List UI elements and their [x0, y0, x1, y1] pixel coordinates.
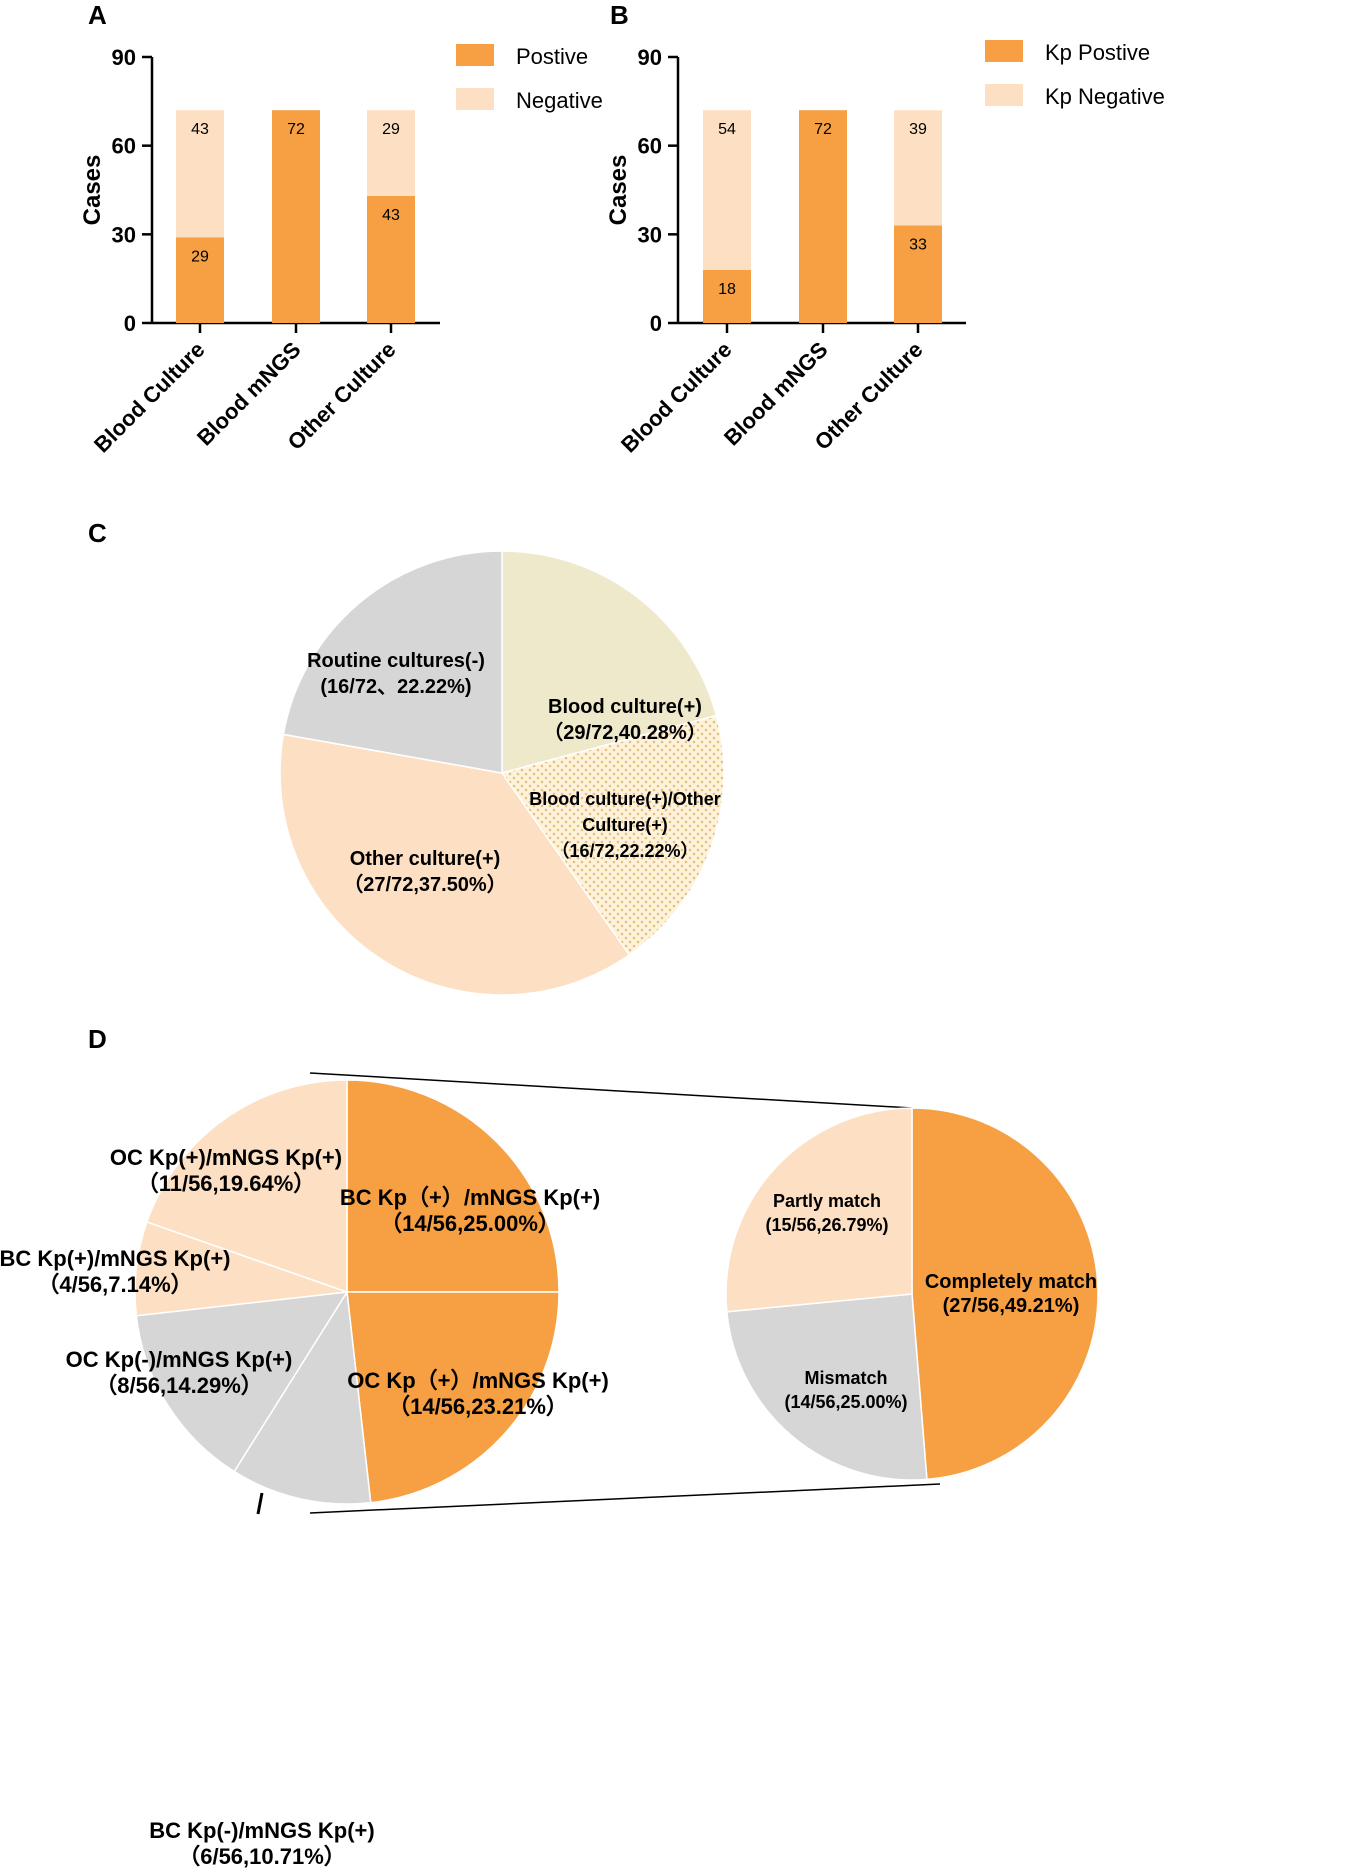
- y-tick-label: 90: [112, 45, 136, 70]
- pie-label-other-culture-detail-1: （27/72,37.50%）: [343, 873, 506, 896]
- y-axis-title: Cases: [605, 155, 632, 226]
- bar-positive-other-culture: [894, 225, 942, 323]
- y-tick-label: 0: [124, 311, 136, 336]
- panel-label-b: B: [610, 0, 629, 30]
- legend-swatch: [456, 44, 494, 66]
- panel-label-a: A: [88, 0, 107, 30]
- pie-label-bc-kp-mngs-kp-detail-1: （14/56,25.00%）: [380, 1211, 560, 1236]
- pie-slice-oc-kp-mngs-kp: [346, 1291, 560, 1504]
- pie-slice-routine-cultures: [282, 550, 503, 774]
- bar-positive-blood-mngs: [272, 110, 320, 323]
- bar-value-label: 43: [382, 207, 400, 224]
- x-category-label: Blood Culture: [89, 337, 210, 458]
- bar-negative-blood-culture: [176, 110, 224, 238]
- panel-c-pie-chart: C Blood culture(+) （29/72,40.28%） Blood cul…: [88, 518, 725, 996]
- y-tick-label: 90: [638, 45, 662, 70]
- x-category-label: Blood Culture: [616, 337, 737, 458]
- pie-label-oc-kp-mngs-kp-title: OC Kp（+）/mNGS Kp(+): [347, 1368, 609, 1393]
- legend-swatch: [985, 40, 1023, 62]
- y-tick-label: 60: [112, 134, 136, 159]
- panel-label-c: C: [88, 518, 107, 548]
- pie-label-oc-kp-mngs-kp-title: OC Kp(-)/mNGS Kp(+): [66, 1347, 293, 1372]
- y-tick-label: 0: [650, 311, 662, 336]
- pie-label-bc-kp-mngs-kp-title: BC Kp(-)/mNGS Kp(+): [149, 1818, 374, 1843]
- pie-label-bc-kp-mngs-kp-detail-1: （6/56,10.71%）: [178, 1844, 346, 1869]
- legend-swatch: [985, 84, 1023, 106]
- pie-label-bc-kp-mngs-kp-title: BC Kp(+)/mNGS Kp(+): [0, 1246, 231, 1271]
- bar-positive-other-culture: [367, 195, 415, 323]
- y-tick-label: 30: [638, 222, 662, 247]
- bar-value-label: 33: [909, 236, 927, 253]
- bar-value-label: 72: [287, 121, 305, 138]
- pie-slice-other-culture: [279, 733, 631, 996]
- panel-label-d: D: [88, 1024, 107, 1054]
- pie-slice-bc-kp-mngs-kp: [233, 1289, 372, 1505]
- breakdown-label-completely-match-title: Completely match: [925, 1271, 1097, 1293]
- pie-label-routine-cultures-title: Routine cultures(-): [307, 650, 485, 672]
- pie-label-blood-culture-title: Blood culture(+): [548, 696, 702, 718]
- y-tick-label: 60: [638, 134, 662, 159]
- pie-slice-blood-culture: [501, 550, 718, 774]
- pie-label-bc-kp-mngs-kp-detail-1: （4/56,7.14%）: [37, 1272, 192, 1297]
- bar-positive-blood-culture: [176, 237, 224, 323]
- legend-label: Kp Postive: [1045, 40, 1150, 65]
- bar-value-label: 18: [718, 281, 736, 298]
- pie-label-blood-culture-other-detail-1: Culture(+): [582, 815, 668, 835]
- bar-value-label: 54: [718, 121, 736, 138]
- legend-swatch: [456, 88, 494, 110]
- breakdown-label-mismatch-detail-1: (14/56,25.00%): [784, 1392, 907, 1412]
- y-tick-label: 30: [112, 222, 136, 247]
- pie-slice-oc-kp-mngs-kp: [135, 1291, 349, 1473]
- pie-label-routine-cultures-detail-1: (16/72、22.22%): [320, 676, 471, 698]
- bar-negative-other-culture: [894, 110, 942, 226]
- breakdown-slice-partly-match: [725, 1107, 913, 1313]
- pie-label-oc-kp-mngs-kp-detail-1: （8/56,14.29%）: [95, 1373, 263, 1398]
- pie-label-blood-culture-detail-1: （29/72,40.28%）: [543, 721, 706, 744]
- panel-d-pie-chart: D BC Kp（+）/mNGS Kp(+)（14/56,25.00%） OC Kp（…: [0, 1024, 1099, 1869]
- legend-label: Kp Negative: [1045, 84, 1165, 109]
- breakdown-label-partly-match-title: Partly match: [773, 1191, 881, 1211]
- pie-slice-bc-kp-mngs-kp: [346, 1079, 560, 1293]
- bar-value-label: 72: [814, 121, 832, 138]
- bar-value-label: 29: [191, 248, 209, 265]
- pie-label-bc-kp-mngs-kp-title: BC Kp（+）/mNGS Kp(+): [340, 1185, 600, 1210]
- pie-slice-blood-culture-other: [500, 714, 725, 956]
- breakdown-slice-completely-match: [911, 1107, 1099, 1481]
- legend-label: Postive: [516, 44, 588, 69]
- breakdown-slice-mismatch: [726, 1293, 928, 1481]
- connector-line-top: [309, 1072, 913, 1109]
- bar-value-label: 29: [382, 121, 400, 138]
- bar-value-label: 39: [909, 121, 927, 138]
- bar-value-label: 43: [191, 121, 209, 138]
- connector-line-bottom: [309, 1483, 941, 1514]
- bar-positive-blood-mngs: [799, 110, 847, 323]
- bar-negative-other-culture: [367, 110, 415, 196]
- pie-label-blood-culture-other-detail-2: （16/72,22.22%）: [551, 841, 698, 861]
- y-axis-title: Cases: [79, 155, 106, 226]
- bar-negative-blood-culture: [703, 110, 751, 270]
- pie-label-blood-culture-other-title: Blood culture(+)/Other: [529, 789, 721, 809]
- pie-label-oc-kp-mngs-kp-title: OC Kp(+)/mNGS Kp(+): [110, 1145, 342, 1170]
- pie-label-other-culture-title: Other culture(+): [350, 848, 501, 870]
- pie-label-oc-kp-mngs-kp-detail-1: （14/56,23.21%）: [388, 1394, 568, 1419]
- pie-slice-oc-kp-mngs-kp: [145, 1079, 348, 1294]
- breakdown-label-completely-match-detail-1: (27/56,49.21%): [943, 1295, 1080, 1317]
- bar-positive-blood-culture: [703, 269, 751, 323]
- pointer-line: [256, 1492, 264, 1515]
- pie-label-oc-kp-mngs-kp-detail-1: （11/56,19.64%）: [137, 1171, 316, 1196]
- breakdown-label-mismatch-title: Mismatch: [804, 1368, 887, 1388]
- breakdown-label-partly-match-detail-1: (15/56,26.79%): [765, 1215, 888, 1235]
- legend-label: Negative: [516, 88, 603, 113]
